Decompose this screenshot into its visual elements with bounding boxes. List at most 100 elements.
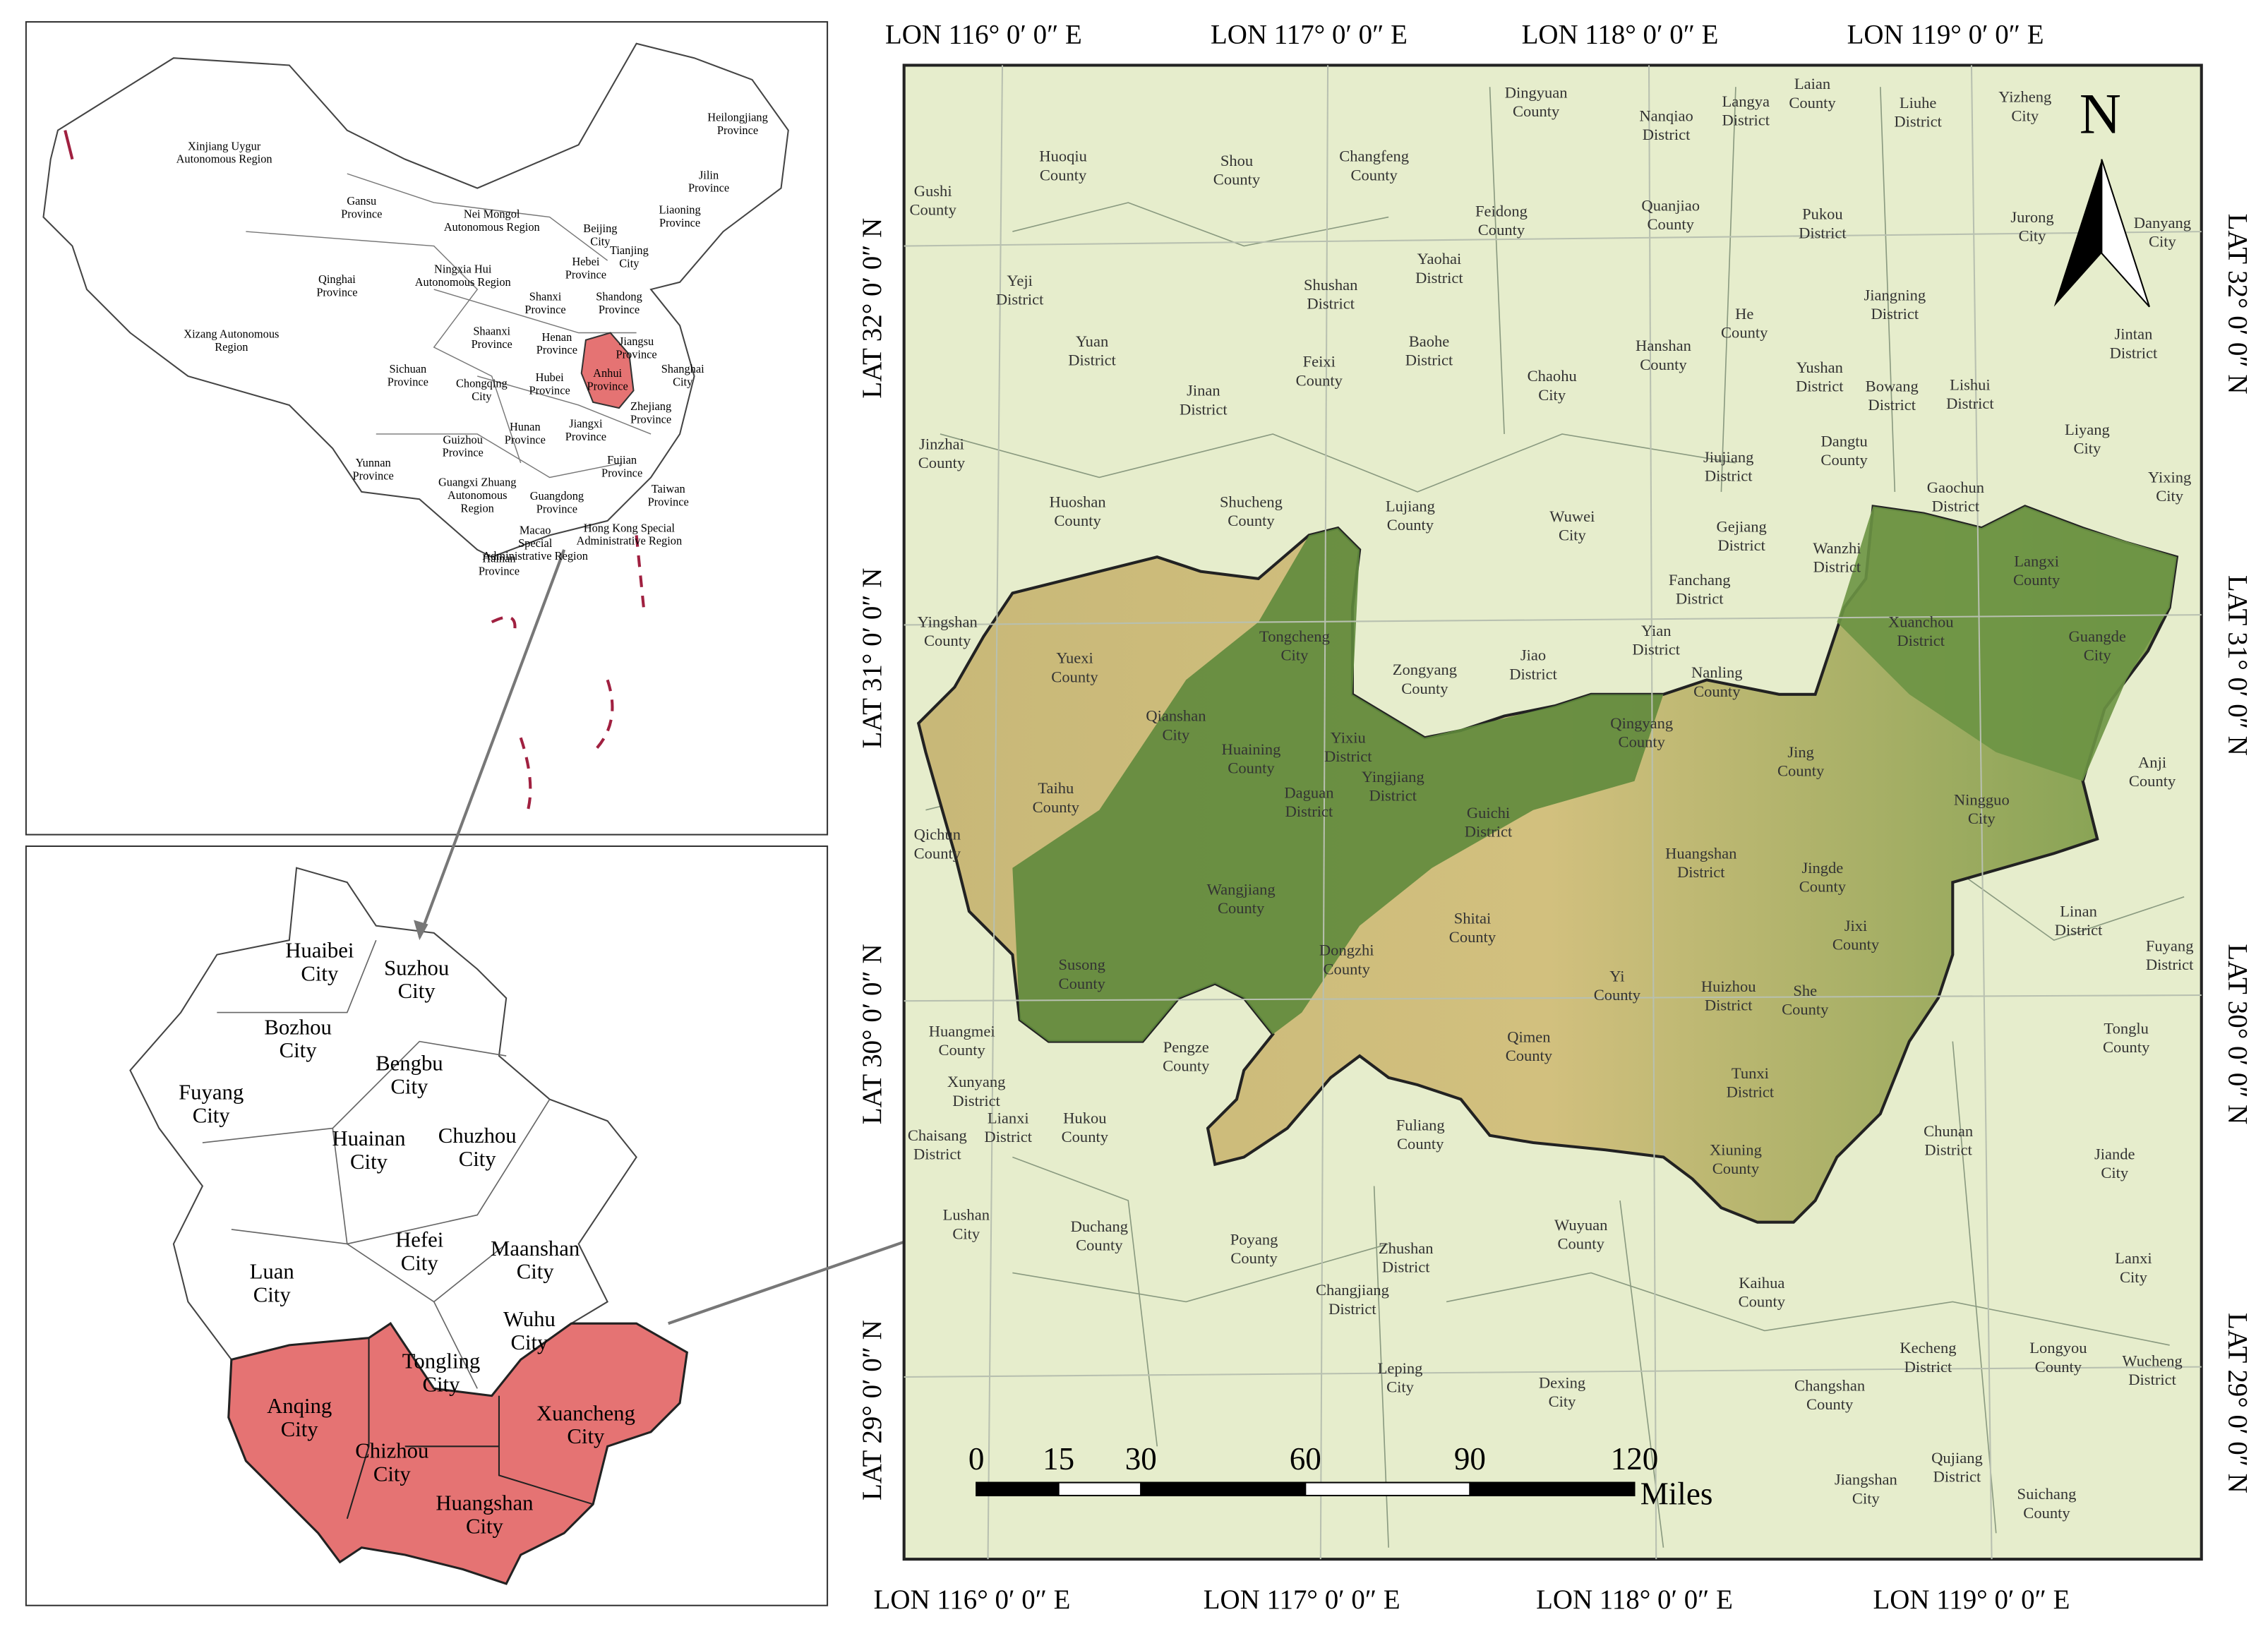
label-line: Kecheng <box>1900 1339 1956 1357</box>
label-line: City <box>567 1424 605 1448</box>
label-line: District <box>1415 269 1463 287</box>
label-line: Administrative Region <box>577 534 683 548</box>
place-label: Danyang City <box>2134 214 2191 251</box>
label-line: District <box>1465 823 1513 841</box>
place-label: Huoshan County <box>1050 493 1106 529</box>
graticule-line <box>904 614 2202 626</box>
place-label: Leping City <box>1378 1359 1423 1396</box>
label-line: County <box>1062 1128 1109 1145</box>
label-line: City <box>401 1251 439 1275</box>
label-line: District <box>1727 1083 1775 1100</box>
label-line: County <box>1789 94 1836 112</box>
label-line: County <box>1739 1293 1786 1311</box>
lon-label: LON 118° 0′ 0″ E <box>1536 1584 1733 1615</box>
label-line: Lujiang <box>1386 498 1435 515</box>
label-line: Autonomous Region <box>444 220 540 234</box>
label-line: Region <box>215 340 248 354</box>
scale-tick-label: 60 <box>1290 1441 1321 1476</box>
label-line: City <box>423 1372 461 1396</box>
study-area-cities <box>227 1322 688 1585</box>
label-line: Province <box>659 216 700 229</box>
lat-label: LAT 31° 0′ 0″ N <box>2223 575 2253 756</box>
label-line: City <box>2149 233 2177 251</box>
label-line: Tonglu <box>2104 1019 2149 1037</box>
label-line: Bengbu <box>376 1052 443 1076</box>
label-line: County <box>914 844 961 862</box>
scale-unit: Miles <box>1640 1476 1713 1511</box>
label-line: Qinghai <box>318 272 356 286</box>
place-label: Kaihua County <box>1739 1274 1786 1311</box>
place-label: Susong County <box>1059 956 1106 992</box>
label-line: District <box>2128 1371 2176 1388</box>
label-line: Nanling <box>1691 663 1743 681</box>
label-line: Gejiang <box>1716 517 1766 535</box>
label-line: Chaisang <box>908 1126 967 1144</box>
label-line: Hunan <box>510 420 541 433</box>
label-line: District <box>2055 921 2103 939</box>
label-line: Anqing <box>267 1394 332 1418</box>
label-line: Hainan <box>482 551 515 565</box>
label-line: Wuhu <box>503 1307 556 1331</box>
label-line: District <box>1328 1300 1376 1318</box>
label-line: Liaoning <box>659 203 701 216</box>
label-line: District <box>1676 590 1724 608</box>
label-line: County <box>2023 1504 2070 1522</box>
label-line: City <box>1559 527 1587 544</box>
label-line: Taiwan <box>652 482 685 495</box>
label-line: District <box>1180 400 1228 418</box>
label-line: Yingshan <box>918 613 978 631</box>
label-line: County <box>1820 451 1868 469</box>
place-label: Shucheng County <box>1220 493 1283 529</box>
label-line: District <box>1307 295 1355 313</box>
label-line: County <box>1693 682 1741 700</box>
label-line: County <box>2103 1038 2150 1056</box>
label-line: Qingyang <box>1610 714 1673 732</box>
label-line: County <box>2129 772 2176 790</box>
label-line: Province <box>472 337 512 351</box>
label-line: Jing <box>1787 743 1814 761</box>
label-line: Tongcheng <box>1259 627 1330 645</box>
place-label: Jinzhai County <box>918 435 966 471</box>
place-label: Lianxi District <box>984 1109 1032 1145</box>
label-line: Yi <box>1609 968 1624 985</box>
place-label: Fuyang District <box>2146 937 2194 974</box>
label-line: County <box>1397 1135 1444 1153</box>
place-label: Zongyang County <box>1393 661 1457 697</box>
label-line: District <box>1632 640 1680 658</box>
lat-label: LAT 30° 0′ 0″ N <box>2223 944 2253 1124</box>
place-label: Chongqing City <box>456 376 508 402</box>
label-line: Xinjiang Uygur <box>188 139 261 152</box>
place-label: Yi County <box>1594 968 1641 1004</box>
label-line: Autonomous Region <box>415 275 511 289</box>
lon-label: LON 118° 0′ 0″ E <box>1522 20 1719 50</box>
label-line: County <box>1401 680 1448 697</box>
place-label: Henan Province <box>536 330 577 356</box>
place-label: Lanxi City <box>2115 1249 2152 1286</box>
label-line: District <box>1705 467 1753 485</box>
label-line: Ningguo <box>1954 791 2010 809</box>
place-label: Xunyang District <box>947 1073 1006 1109</box>
label-line: Jingde <box>1801 859 1843 877</box>
label-line: Fuyang <box>2146 937 2194 955</box>
north-label: N <box>2080 82 2121 146</box>
place-label: Zhejiang Province <box>630 399 671 426</box>
label-line: Langya <box>1722 92 1770 110</box>
place-label: Shushan District <box>1304 276 1357 313</box>
label-line: Jiujiang <box>1703 448 1753 466</box>
place-label: Chuzhou City <box>438 1124 517 1171</box>
label-line: County <box>1054 512 1101 529</box>
place-label: Chaohu City <box>1528 367 1577 404</box>
label-line: Jiao <box>1520 646 1546 664</box>
place-label: Lushan City <box>943 1206 990 1243</box>
label-line: Chizhou <box>355 1439 428 1463</box>
label-line: County <box>1777 762 1825 780</box>
place-label: Hong Kong Special Administrative Region <box>577 521 683 547</box>
label-line: Lanxi <box>2115 1249 2152 1267</box>
label-line: Lianxi <box>988 1109 1029 1126</box>
place-label: Changfeng County <box>1339 148 1409 184</box>
label-line: Province <box>630 413 671 426</box>
label-line: Autonomous <box>448 488 508 502</box>
label-line: City <box>2101 1164 2129 1181</box>
place-label: Yizheng City <box>1998 88 2051 125</box>
label-line: Huoqiu <box>1039 148 1087 165</box>
